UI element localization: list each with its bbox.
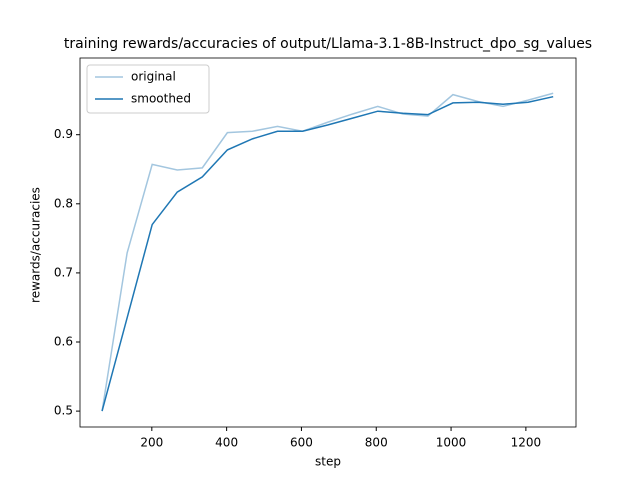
y-tick-label: 0.7: [54, 265, 73, 279]
x-axis-label: step: [315, 455, 341, 469]
x-tick-label: 400: [215, 436, 238, 450]
x-tick-label: 200: [140, 436, 163, 450]
y-tick-label: 0.5: [54, 404, 73, 418]
x-tick-label: 1000: [436, 436, 467, 450]
y-tick-label: 0.9: [54, 127, 73, 141]
y-tick-label: 0.6: [54, 335, 73, 349]
legend-label: smoothed: [131, 92, 191, 106]
series-line: [101, 95, 554, 412]
x-tick-label: 600: [290, 436, 313, 450]
chart-title: training rewards/accuracies of output/Ll…: [64, 36, 592, 52]
y-tick-label: 0.8: [54, 196, 73, 210]
plot-frame: [79, 57, 577, 428]
y-axis-label: rewards/accuracies: [29, 187, 43, 303]
x-tick-label: 1200: [511, 436, 542, 450]
legend-label: original: [131, 70, 176, 84]
x-tick-label: 800: [365, 436, 388, 450]
